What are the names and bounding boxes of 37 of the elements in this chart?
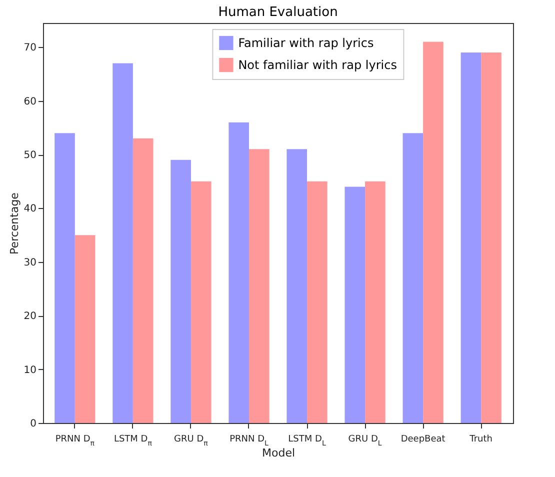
y-tick-label: 40 bbox=[24, 204, 36, 215]
bar bbox=[286, 149, 308, 423]
x-tick-label: PRNN D$_{L}$ bbox=[230, 434, 269, 448]
bar bbox=[481, 52, 502, 423]
bar bbox=[112, 63, 133, 423]
bar bbox=[423, 42, 444, 423]
bar bbox=[402, 133, 424, 423]
y-tick-label: 30 bbox=[24, 257, 36, 268]
bar bbox=[132, 138, 154, 423]
bar bbox=[228, 122, 249, 423]
bar bbox=[344, 186, 366, 423]
y-tick-label: 10 bbox=[24, 364, 36, 376]
x-tick-label: GRU D$_{π}$ bbox=[174, 434, 209, 448]
bar bbox=[307, 181, 328, 423]
x-tick-label: PRNN D$_{π}$ bbox=[55, 434, 96, 448]
bar bbox=[365, 181, 386, 423]
y-tick-label: 20 bbox=[24, 311, 36, 322]
bar bbox=[190, 181, 212, 423]
x-tick-label: LSTM D$_{L}$ bbox=[288, 434, 326, 448]
legend-label: Familiar with rap lyrics bbox=[238, 36, 374, 50]
y-axis-title: Percentage bbox=[8, 192, 21, 254]
y-tick-label: 70 bbox=[24, 42, 36, 54]
x-tick-label: LSTM D$_{π}$ bbox=[114, 434, 153, 448]
x-axis-title: Model bbox=[262, 446, 296, 460]
bar bbox=[74, 235, 96, 423]
x-tick-label: Truth bbox=[468, 434, 492, 444]
bar bbox=[460, 52, 482, 423]
y-tick-label: 60 bbox=[24, 96, 36, 108]
x-tick-label: DeepBeat bbox=[400, 434, 446, 444]
y-tick-label: 0 bbox=[30, 418, 36, 430]
bar bbox=[248, 149, 270, 423]
x-tick-label: GRU D$_{L}$ bbox=[348, 434, 382, 448]
y-tick-label: 50 bbox=[24, 150, 36, 162]
bar bbox=[170, 160, 191, 423]
legend-label: Not familiar with rap lyrics bbox=[238, 58, 397, 72]
bar bbox=[54, 133, 75, 423]
chart-title: Human Evaluation bbox=[218, 5, 338, 20]
